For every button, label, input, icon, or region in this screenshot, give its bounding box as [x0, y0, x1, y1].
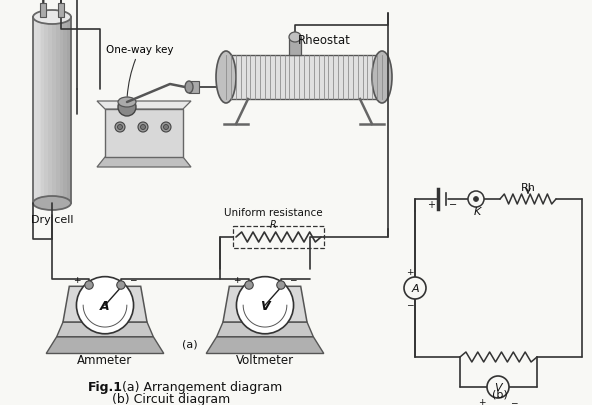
Bar	[63, 18, 67, 203]
Text: Rh: Rh	[520, 183, 535, 192]
Text: +: +	[406, 268, 414, 277]
Polygon shape	[217, 322, 313, 337]
Text: +: +	[73, 275, 81, 284]
Text: V: V	[494, 382, 502, 392]
Text: Fig.1: Fig.1	[88, 381, 123, 394]
Text: +: +	[39, 0, 47, 5]
Circle shape	[236, 277, 294, 334]
Text: One-way key: One-way key	[106, 45, 173, 97]
Text: −: −	[289, 275, 297, 284]
Text: (b) Circuit diagram: (b) Circuit diagram	[112, 392, 230, 405]
Bar	[226, 56, 382, 100]
Text: R: R	[270, 220, 277, 230]
Bar	[60, 18, 64, 203]
Circle shape	[138, 123, 148, 133]
Ellipse shape	[33, 196, 71, 211]
Circle shape	[474, 197, 478, 202]
Text: (a) Arrangement diagram: (a) Arrangement diagram	[118, 381, 282, 394]
Circle shape	[487, 376, 509, 398]
Text: A: A	[100, 299, 110, 312]
Text: Rheostat: Rheostat	[298, 34, 350, 47]
Text: +: +	[233, 275, 241, 284]
Ellipse shape	[185, 82, 193, 94]
Ellipse shape	[216, 52, 236, 104]
Ellipse shape	[118, 98, 136, 108]
Bar	[37, 18, 41, 203]
Text: −: −	[510, 398, 518, 405]
Text: Dry cell: Dry cell	[31, 215, 73, 224]
Ellipse shape	[372, 52, 392, 104]
Text: Uniform resistance: Uniform resistance	[224, 207, 323, 217]
Bar	[67, 18, 72, 203]
Bar	[33, 18, 71, 203]
Polygon shape	[46, 337, 164, 354]
Bar	[41, 18, 45, 203]
Bar	[189, 82, 199, 94]
Circle shape	[245, 281, 253, 290]
Text: V: V	[260, 299, 270, 312]
Bar	[52, 18, 56, 203]
Polygon shape	[206, 337, 324, 354]
Bar	[48, 18, 53, 203]
Text: Ammeter: Ammeter	[78, 354, 133, 367]
Polygon shape	[223, 287, 307, 322]
Text: (a): (a)	[182, 339, 198, 349]
Text: −: −	[129, 275, 137, 284]
Circle shape	[140, 125, 146, 130]
Circle shape	[163, 125, 169, 130]
Text: −: −	[57, 0, 65, 5]
Text: K: K	[474, 207, 481, 216]
Circle shape	[277, 281, 285, 290]
Circle shape	[117, 125, 123, 130]
Polygon shape	[97, 102, 191, 110]
Circle shape	[161, 123, 171, 133]
Text: A: A	[411, 284, 419, 293]
Circle shape	[404, 277, 426, 299]
Bar	[105, 110, 183, 158]
Text: +: +	[427, 200, 435, 209]
Polygon shape	[57, 322, 153, 337]
Circle shape	[115, 123, 125, 133]
Polygon shape	[97, 158, 191, 168]
Text: −: −	[406, 300, 414, 309]
Text: (b): (b)	[492, 389, 508, 399]
Ellipse shape	[289, 33, 301, 43]
Bar	[233, 226, 324, 248]
Text: −: −	[449, 200, 457, 209]
Bar	[40, 4, 46, 18]
Text: Voltmeter: Voltmeter	[236, 354, 294, 367]
Text: +: +	[478, 398, 486, 405]
Bar	[33, 18, 37, 203]
Circle shape	[76, 277, 134, 334]
Bar	[58, 4, 64, 18]
Polygon shape	[63, 287, 147, 322]
Bar	[44, 18, 49, 203]
Ellipse shape	[33, 11, 71, 25]
Circle shape	[117, 281, 125, 290]
Bar	[56, 18, 60, 203]
Circle shape	[468, 192, 484, 207]
Circle shape	[85, 281, 94, 290]
Bar	[289, 38, 301, 56]
Circle shape	[118, 99, 136, 117]
